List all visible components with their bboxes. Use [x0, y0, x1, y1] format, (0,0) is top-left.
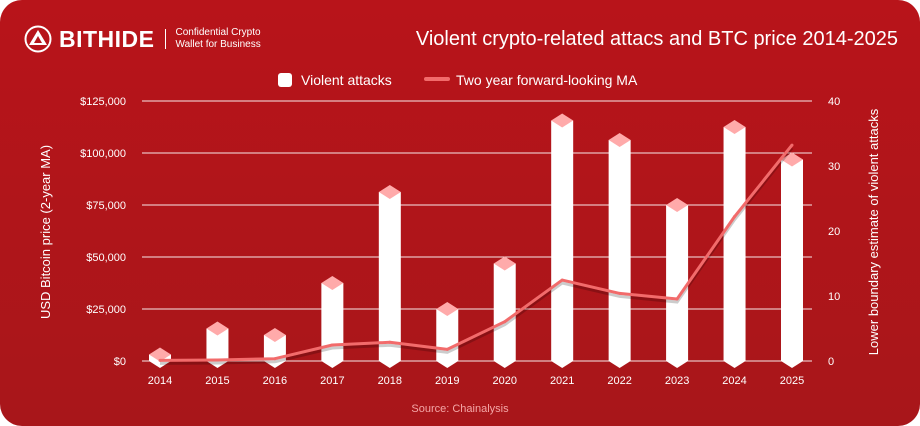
source-note: Source: Chainalysis — [411, 403, 509, 415]
y-right-tick-label: 10 — [828, 291, 840, 303]
divider — [164, 29, 166, 49]
bar-top — [321, 276, 344, 290]
bar — [608, 133, 631, 368]
y-left-tick-label: $75,000 — [86, 200, 126, 212]
bar-body — [666, 205, 689, 368]
x-tick-label: 2014 — [148, 375, 172, 387]
legend: Violent attacks Two year forward-looking… — [278, 72, 638, 88]
bar — [321, 276, 344, 368]
bar-body — [436, 309, 459, 368]
bar-top — [493, 256, 516, 271]
bar — [149, 347, 171, 368]
bar-body — [206, 328, 229, 368]
bar — [378, 185, 401, 368]
tagline: Confidential Crypto Wallet for Business — [176, 27, 261, 51]
legend-label-line: Two year forward-looking MA — [456, 72, 638, 88]
bithide-logo: BITHIDE Confidential Crypto Wallet for B… — [24, 25, 261, 53]
line-point — [330, 343, 334, 347]
bithide-logo-icon — [24, 25, 52, 53]
y-axis-right-label: Lower boundary estimate of violent attac… — [866, 108, 881, 355]
bar-top — [723, 120, 746, 134]
line-point — [273, 357, 277, 361]
chart-title: Violent crypto-related attacs and BTC pr… — [415, 28, 898, 50]
line-point — [560, 278, 564, 282]
y-left-tick-label: $0 — [114, 356, 126, 368]
bar — [781, 152, 803, 368]
line-point — [790, 143, 794, 147]
bar-top — [149, 347, 171, 362]
legend-swatch-bars — [278, 73, 292, 87]
bar-body — [781, 159, 803, 368]
brand-name: BITHIDE — [59, 25, 155, 52]
y-left-tick-label: $25,000 — [86, 304, 126, 316]
bar-top — [263, 328, 286, 342]
x-tick-label: 2023 — [665, 375, 689, 387]
bar — [723, 120, 746, 368]
bar-body — [493, 263, 516, 368]
x-tick-label: 2016 — [263, 375, 287, 387]
bar — [551, 113, 574, 368]
bar-body — [608, 140, 631, 368]
tagline-line-2: Wallet for Business — [175, 39, 261, 50]
bar — [206, 321, 229, 368]
y-left-tick-label: $50,000 — [86, 252, 126, 264]
bar-body — [378, 192, 401, 368]
y-right-tick-label: 0 — [828, 356, 834, 368]
tagline-line-1: Confidential Crypto — [175, 27, 261, 38]
bar-top — [608, 133, 631, 147]
bar — [493, 256, 516, 368]
ma-line — [159, 144, 794, 362]
line-point — [158, 358, 162, 362]
line-point — [215, 358, 219, 362]
x-tick-label: 2021 — [550, 375, 574, 387]
bar-body — [723, 127, 746, 368]
bar-top — [781, 152, 803, 167]
x-tick-label: 2020 — [492, 375, 516, 387]
y-right-tick-label: 20 — [828, 226, 840, 238]
x-tick-label: 2015 — [205, 375, 229, 387]
bar-top — [206, 321, 229, 336]
x-tick-label: 2024 — [722, 375, 746, 387]
bar-top — [436, 302, 459, 316]
bar-top — [666, 198, 689, 212]
bar — [436, 302, 459, 368]
bar-top — [378, 185, 401, 199]
bar-top — [551, 113, 574, 128]
x-tick-label: 2022 — [607, 375, 631, 387]
x-tick-label: 2019 — [435, 375, 459, 387]
x-tick-label: 2017 — [320, 375, 344, 387]
y-right-tick-label: 30 — [828, 161, 840, 173]
y-right-tick-label: 40 — [828, 96, 840, 108]
bar-body — [321, 283, 344, 368]
y-left-tick-label: $100,000 — [80, 148, 126, 160]
line-point — [618, 291, 622, 295]
x-tick-label: 2018 — [378, 375, 402, 387]
x-tick-label: 2025 — [780, 375, 804, 387]
line-point — [388, 340, 392, 344]
line-point — [503, 320, 507, 324]
line-point — [445, 347, 449, 351]
line-shadow — [159, 147, 794, 365]
y-left-tick-label: $125,000 — [80, 96, 126, 108]
line-point — [675, 297, 679, 301]
legend-label-bars: Violent attacks — [301, 72, 392, 88]
bar — [666, 198, 689, 368]
line-point — [733, 215, 737, 219]
bar-body — [551, 120, 574, 368]
y-axis-left-label: USD Bitcoin price (2-year MA) — [38, 145, 53, 319]
